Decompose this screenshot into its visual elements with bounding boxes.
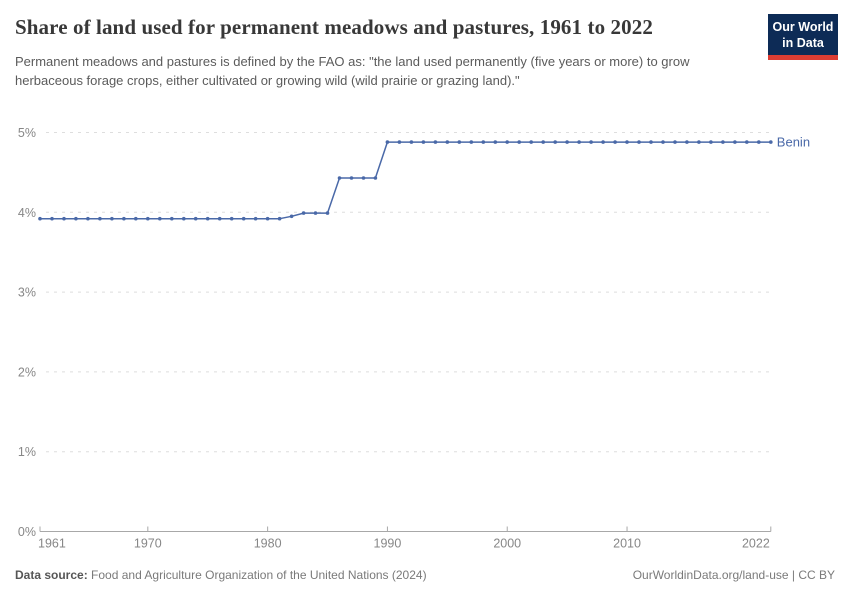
y-axis-label: 2% xyxy=(18,365,36,379)
data-point[interactable] xyxy=(745,140,749,144)
data-point[interactable] xyxy=(649,140,653,144)
data-point[interactable] xyxy=(62,216,66,221)
data-point[interactable] xyxy=(337,176,342,180)
data-point[interactable] xyxy=(325,211,330,215)
chart-header: Share of land used for permanent meadows… xyxy=(15,12,755,90)
data-point[interactable] xyxy=(349,176,354,180)
x-axis-label: 2022 xyxy=(742,537,770,551)
data-point[interactable] xyxy=(421,140,426,144)
data-point[interactable] xyxy=(122,216,126,221)
data-point[interactable] xyxy=(205,216,210,221)
data-source-label: Data source: xyxy=(15,568,88,582)
data-point[interactable] xyxy=(74,216,78,221)
x-axis-label: 1961 xyxy=(38,537,66,551)
data-point[interactable] xyxy=(445,140,450,144)
data-point[interactable] xyxy=(229,216,234,221)
data-point[interactable] xyxy=(397,140,402,144)
x-axis-label: 2010 xyxy=(613,537,641,551)
y-axis-label: 1% xyxy=(18,445,36,459)
data-point[interactable] xyxy=(277,216,282,221)
x-axis-label: 1970 xyxy=(134,537,162,551)
owid-license-link[interactable]: OurWorldinData.org/land-use | CC BY xyxy=(632,568,835,582)
data-point[interactable] xyxy=(182,216,186,221)
data-point[interactable] xyxy=(134,216,138,221)
x-axis-label: 2000 xyxy=(493,537,521,551)
chart-title: Share of land used for permanent meadows… xyxy=(15,15,653,39)
data-point[interactable] xyxy=(529,140,533,144)
data-point[interactable] xyxy=(241,216,246,221)
chart-subtitle: Permanent meadows and pastures is define… xyxy=(15,54,690,88)
owid-logo-line1: Our World xyxy=(772,20,834,34)
y-axis-label: 4% xyxy=(18,206,36,220)
owid-logo-red-bar xyxy=(768,55,838,60)
data-point[interactable] xyxy=(577,140,581,144)
y-axis-label: 3% xyxy=(18,286,36,300)
data-point[interactable] xyxy=(565,140,569,144)
data-point[interactable] xyxy=(601,140,605,144)
data-point[interactable] xyxy=(553,140,557,144)
data-point[interactable] xyxy=(373,176,378,180)
data-point[interactable] xyxy=(193,216,198,221)
plot-area: 0% 1% 2% 3% 4% 5% 1961 1970 1980 1990 2000 2010 2022… xyxy=(0,120,850,552)
data-point[interactable] xyxy=(361,176,366,180)
data-point[interactable] xyxy=(709,140,713,144)
data-point[interactable] xyxy=(433,140,438,144)
data-point[interactable] xyxy=(38,216,42,221)
data-point[interactable] xyxy=(541,140,545,144)
data-point[interactable] xyxy=(253,216,258,221)
data-point[interactable] xyxy=(146,216,150,221)
data-point[interactable] xyxy=(170,216,174,221)
data-point[interactable] xyxy=(457,140,462,144)
x-axis-label: 1980 xyxy=(254,537,282,551)
data-source-note: Data source: Food and Agriculture Organi… xyxy=(15,568,427,582)
data-point[interactable] xyxy=(158,216,162,221)
owid-logo: Our World in Data xyxy=(768,14,838,60)
data-point[interactable] xyxy=(481,140,486,144)
data-point[interactable] xyxy=(589,140,593,144)
x-axis-label: 1990 xyxy=(374,537,402,551)
data-point[interactable] xyxy=(685,140,689,144)
data-point[interactable] xyxy=(409,140,414,144)
data-point[interactable] xyxy=(50,216,54,221)
data-point[interactable] xyxy=(217,216,222,221)
data-point[interactable] xyxy=(110,216,114,221)
data-point[interactable] xyxy=(469,140,474,144)
line-chart-svg: 0% 1% 2% 3% 4% 5% 1961 1970 1980 1990 2000 2010 2022… xyxy=(18,126,810,551)
data-point[interactable] xyxy=(385,140,390,144)
data-point[interactable] xyxy=(313,211,318,215)
entity-label-benin[interactable]: Benin xyxy=(777,135,810,150)
data-point[interactable] xyxy=(493,140,498,144)
data-point[interactable] xyxy=(625,140,629,144)
data-point[interactable] xyxy=(661,140,665,144)
y-axis-label: 5% xyxy=(18,126,36,140)
data-point[interactable] xyxy=(289,214,294,219)
data-point[interactable] xyxy=(697,140,701,144)
data-point[interactable] xyxy=(86,216,90,221)
data-point[interactable] xyxy=(637,140,641,144)
data-source-text: Food and Agriculture Organization of the… xyxy=(87,568,427,582)
data-point[interactable] xyxy=(721,140,725,144)
data-point[interactable] xyxy=(757,140,761,144)
data-point[interactable] xyxy=(613,140,617,144)
data-point[interactable] xyxy=(769,140,773,144)
chart-footer: Data source: Food and Agriculture Organi… xyxy=(15,568,835,582)
data-point[interactable] xyxy=(673,140,677,144)
owid-logo-box: Our World in Data xyxy=(768,14,838,55)
series-line-benin[interactable] xyxy=(40,141,771,220)
data-point[interactable] xyxy=(505,140,510,144)
owid-logo-line2: in Data xyxy=(782,36,824,50)
data-point[interactable] xyxy=(301,211,306,215)
y-axis-label: 0% xyxy=(18,525,36,539)
data-point[interactable] xyxy=(517,140,521,144)
data-point[interactable] xyxy=(733,140,737,144)
data-point[interactable] xyxy=(98,216,102,221)
data-point[interactable] xyxy=(265,216,270,221)
